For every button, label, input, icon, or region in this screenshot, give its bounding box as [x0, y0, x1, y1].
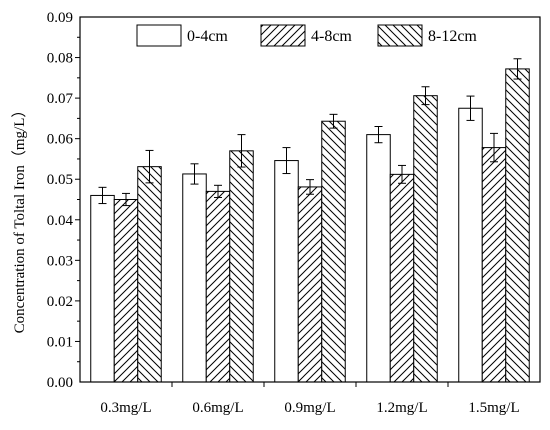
- y-tick-label: 0.03: [47, 253, 73, 269]
- y-tick-label: 0.05: [47, 172, 73, 188]
- x-tick-label: 0.9mg/L: [284, 400, 335, 416]
- y-tick-label: 0.04: [47, 213, 74, 229]
- legend-label-0-4cm: 0-4cm: [187, 28, 228, 45]
- bar-4-8cm-1.5mg/L: [481, 147, 507, 383]
- x-tick-label: 0.6mg/L: [192, 400, 243, 416]
- bars-layer: [90, 58, 530, 383]
- y-axis-title: Concentration of Toltal Iron（mg/L）: [11, 103, 28, 334]
- bar-8-12cm-0.3mg/L: [137, 166, 162, 383]
- bar-0-4cm-0.6mg/L: [182, 173, 207, 383]
- bar-4-8cm-0.9mg/L: [297, 186, 323, 383]
- bar-4-8cm-1.2mg/L: [389, 173, 415, 383]
- y-tick-label: 0.08: [47, 51, 73, 67]
- y-tick-label: 0.02: [47, 294, 73, 310]
- legend: 0-4cm 4-8cm 8-12cm: [136, 24, 477, 47]
- bar-8-12cm-0.6mg/L: [229, 150, 254, 383]
- y-tick-label: 0.00: [47, 375, 73, 391]
- bar-8-12cm-1.5mg/L: [505, 68, 530, 383]
- x-tick-label: 0.3mg/L: [100, 400, 151, 416]
- bar-0-4cm-0.9mg/L: [274, 160, 299, 383]
- y-tick-label: 0.01: [47, 334, 73, 350]
- bar-0-4cm-1.2mg/L: [366, 134, 391, 383]
- bar-4-8cm-0.3mg/L: [113, 199, 139, 383]
- legend-label-8-12cm: 8-12cm: [428, 28, 477, 45]
- axes-layer: 0.00 0.01 0.02 0.03 0.04 0.05 0.06 0.07 0.08 0.09…: [47, 10, 541, 416]
- legend-swatch-4-8cm: [260, 24, 306, 47]
- bar-8-12cm-0.9mg/L: [321, 120, 346, 383]
- y-tick-label: 0.07: [47, 91, 74, 107]
- y-tick-label: 0.06: [47, 132, 74, 148]
- legend-swatch-0-4cm: [136, 24, 182, 47]
- y-tick-label: 0.09: [47, 10, 73, 26]
- x-tick-label: 1.2mg/L: [376, 400, 427, 416]
- legend-label-4-8cm: 4-8cm: [311, 28, 352, 45]
- bar-4-8cm-0.6mg/L: [205, 190, 231, 383]
- bar-0-4cm-0.3mg/L: [90, 194, 115, 383]
- x-tick-label: 1.5mg/L: [468, 400, 519, 416]
- legend-swatch-8-12cm: [377, 24, 423, 47]
- bar-0-4cm-1.5mg/L: [458, 107, 483, 383]
- bar-8-12cm-1.2mg/L: [413, 95, 438, 383]
